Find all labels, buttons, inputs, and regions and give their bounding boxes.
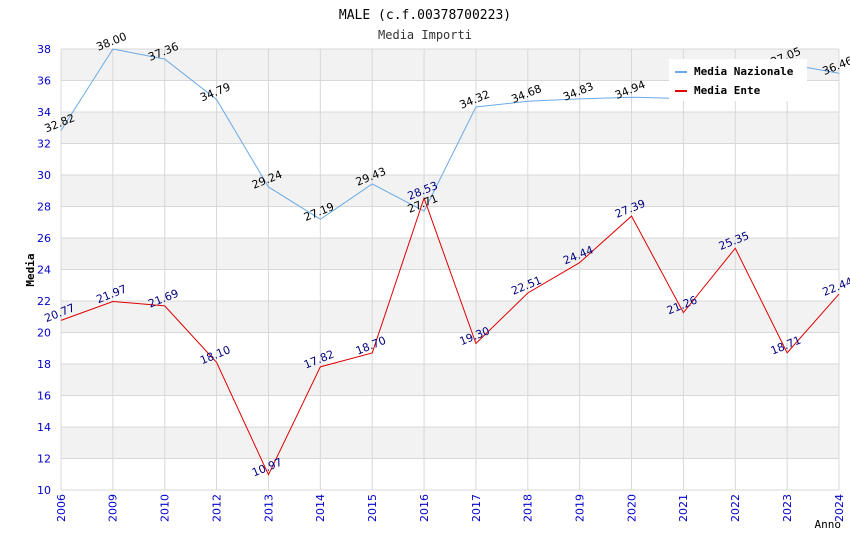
band-28-30	[61, 175, 839, 207]
y-tick-label-10: 10	[37, 484, 51, 497]
y-tick-label-26: 26	[37, 232, 51, 245]
data-label-media-ente-2015: 18.70	[354, 334, 388, 358]
x-tick-label-2022: 2022	[729, 494, 742, 522]
x-tick-label-2021: 2021	[677, 494, 690, 522]
x-tick-label-2015: 2015	[366, 494, 379, 522]
x-tick-label-2018: 2018	[522, 494, 535, 522]
legend-label-media-ente: Media Ente	[694, 84, 761, 97]
y-tick-label-14: 14	[37, 421, 51, 434]
y-tick-label-12: 12	[37, 453, 51, 466]
y-tick-label-16: 16	[37, 390, 51, 403]
series-line-media-ente	[60, 196, 840, 476]
y-tick-label-22: 22	[37, 295, 51, 308]
x-tick-label-2010: 2010	[159, 494, 172, 522]
data-label-media-nazionale-2019: 34.83	[561, 80, 595, 104]
band-32-34	[61, 112, 839, 144]
y-axis-label: Media	[24, 253, 37, 286]
chart-title: MALE (c.f.00378700223)	[339, 8, 511, 23]
x-tick-label-2017: 2017	[470, 494, 483, 522]
legend-label-media-nazionale: Media Nazionale	[694, 65, 794, 78]
data-label-media-nazionale-2018: 34.68	[509, 82, 543, 106]
x-tick-label-2012: 2012	[210, 494, 223, 522]
legend-box	[669, 59, 807, 101]
x-tick-label-2016: 2016	[418, 494, 431, 522]
x-tick-label-2023: 2023	[781, 494, 794, 522]
data-label-media-nazionale-2012: 34.79	[198, 80, 232, 104]
x-tick-label-2014: 2014	[314, 494, 327, 522]
y-tick-label-24: 24	[37, 264, 51, 277]
chart-subtitle: Media Importi	[378, 28, 472, 42]
x-tick-label-2020: 2020	[625, 494, 638, 522]
data-label-media-ente-2023: 18.71	[769, 334, 803, 358]
band-12-14	[61, 427, 839, 459]
y-tick-label-18: 18	[37, 358, 51, 371]
y-tick-label-36: 36	[37, 75, 51, 88]
legend: Media Nazionale Media Ente	[669, 59, 807, 101]
y-tick-labels: 10 12 14 16 18 20 22 24 26 28 30 32 34 36 38	[37, 43, 51, 497]
x-tick-labels: 2006 2009 2010 2012 2013 2014 2015 2016 2017 2018…	[55, 494, 846, 522]
y-tick-label-28: 28	[37, 201, 51, 214]
data-label-media-nazionale-2020: 34.94	[613, 78, 647, 102]
y-tick-label-32: 32	[37, 138, 51, 151]
y-tick-label-30: 30	[37, 169, 51, 182]
plot-background-bands	[61, 49, 839, 459]
x-tick-label-2024: 2024	[833, 494, 846, 522]
data-label-media-nazionale-2017: 34.32	[458, 88, 492, 112]
x-tick-label-2006: 2006	[55, 494, 68, 522]
band-24-26	[61, 238, 839, 270]
y-tick-label-34: 34	[37, 106, 51, 119]
data-label-media-ente-2013: 10.97	[250, 456, 284, 480]
band-16-18	[61, 364, 839, 396]
y-tick-label-38: 38	[37, 43, 51, 56]
y-tick-label-20: 20	[37, 327, 51, 340]
x-axis-label: Anno	[815, 518, 842, 531]
band-20-22	[61, 301, 839, 333]
x-tick-label-2009: 2009	[107, 494, 120, 522]
x-tick-label-2019: 2019	[574, 494, 587, 522]
x-tick-label-2013: 2013	[262, 494, 275, 522]
data-label-media-ente-2024: 22.44	[821, 275, 850, 299]
